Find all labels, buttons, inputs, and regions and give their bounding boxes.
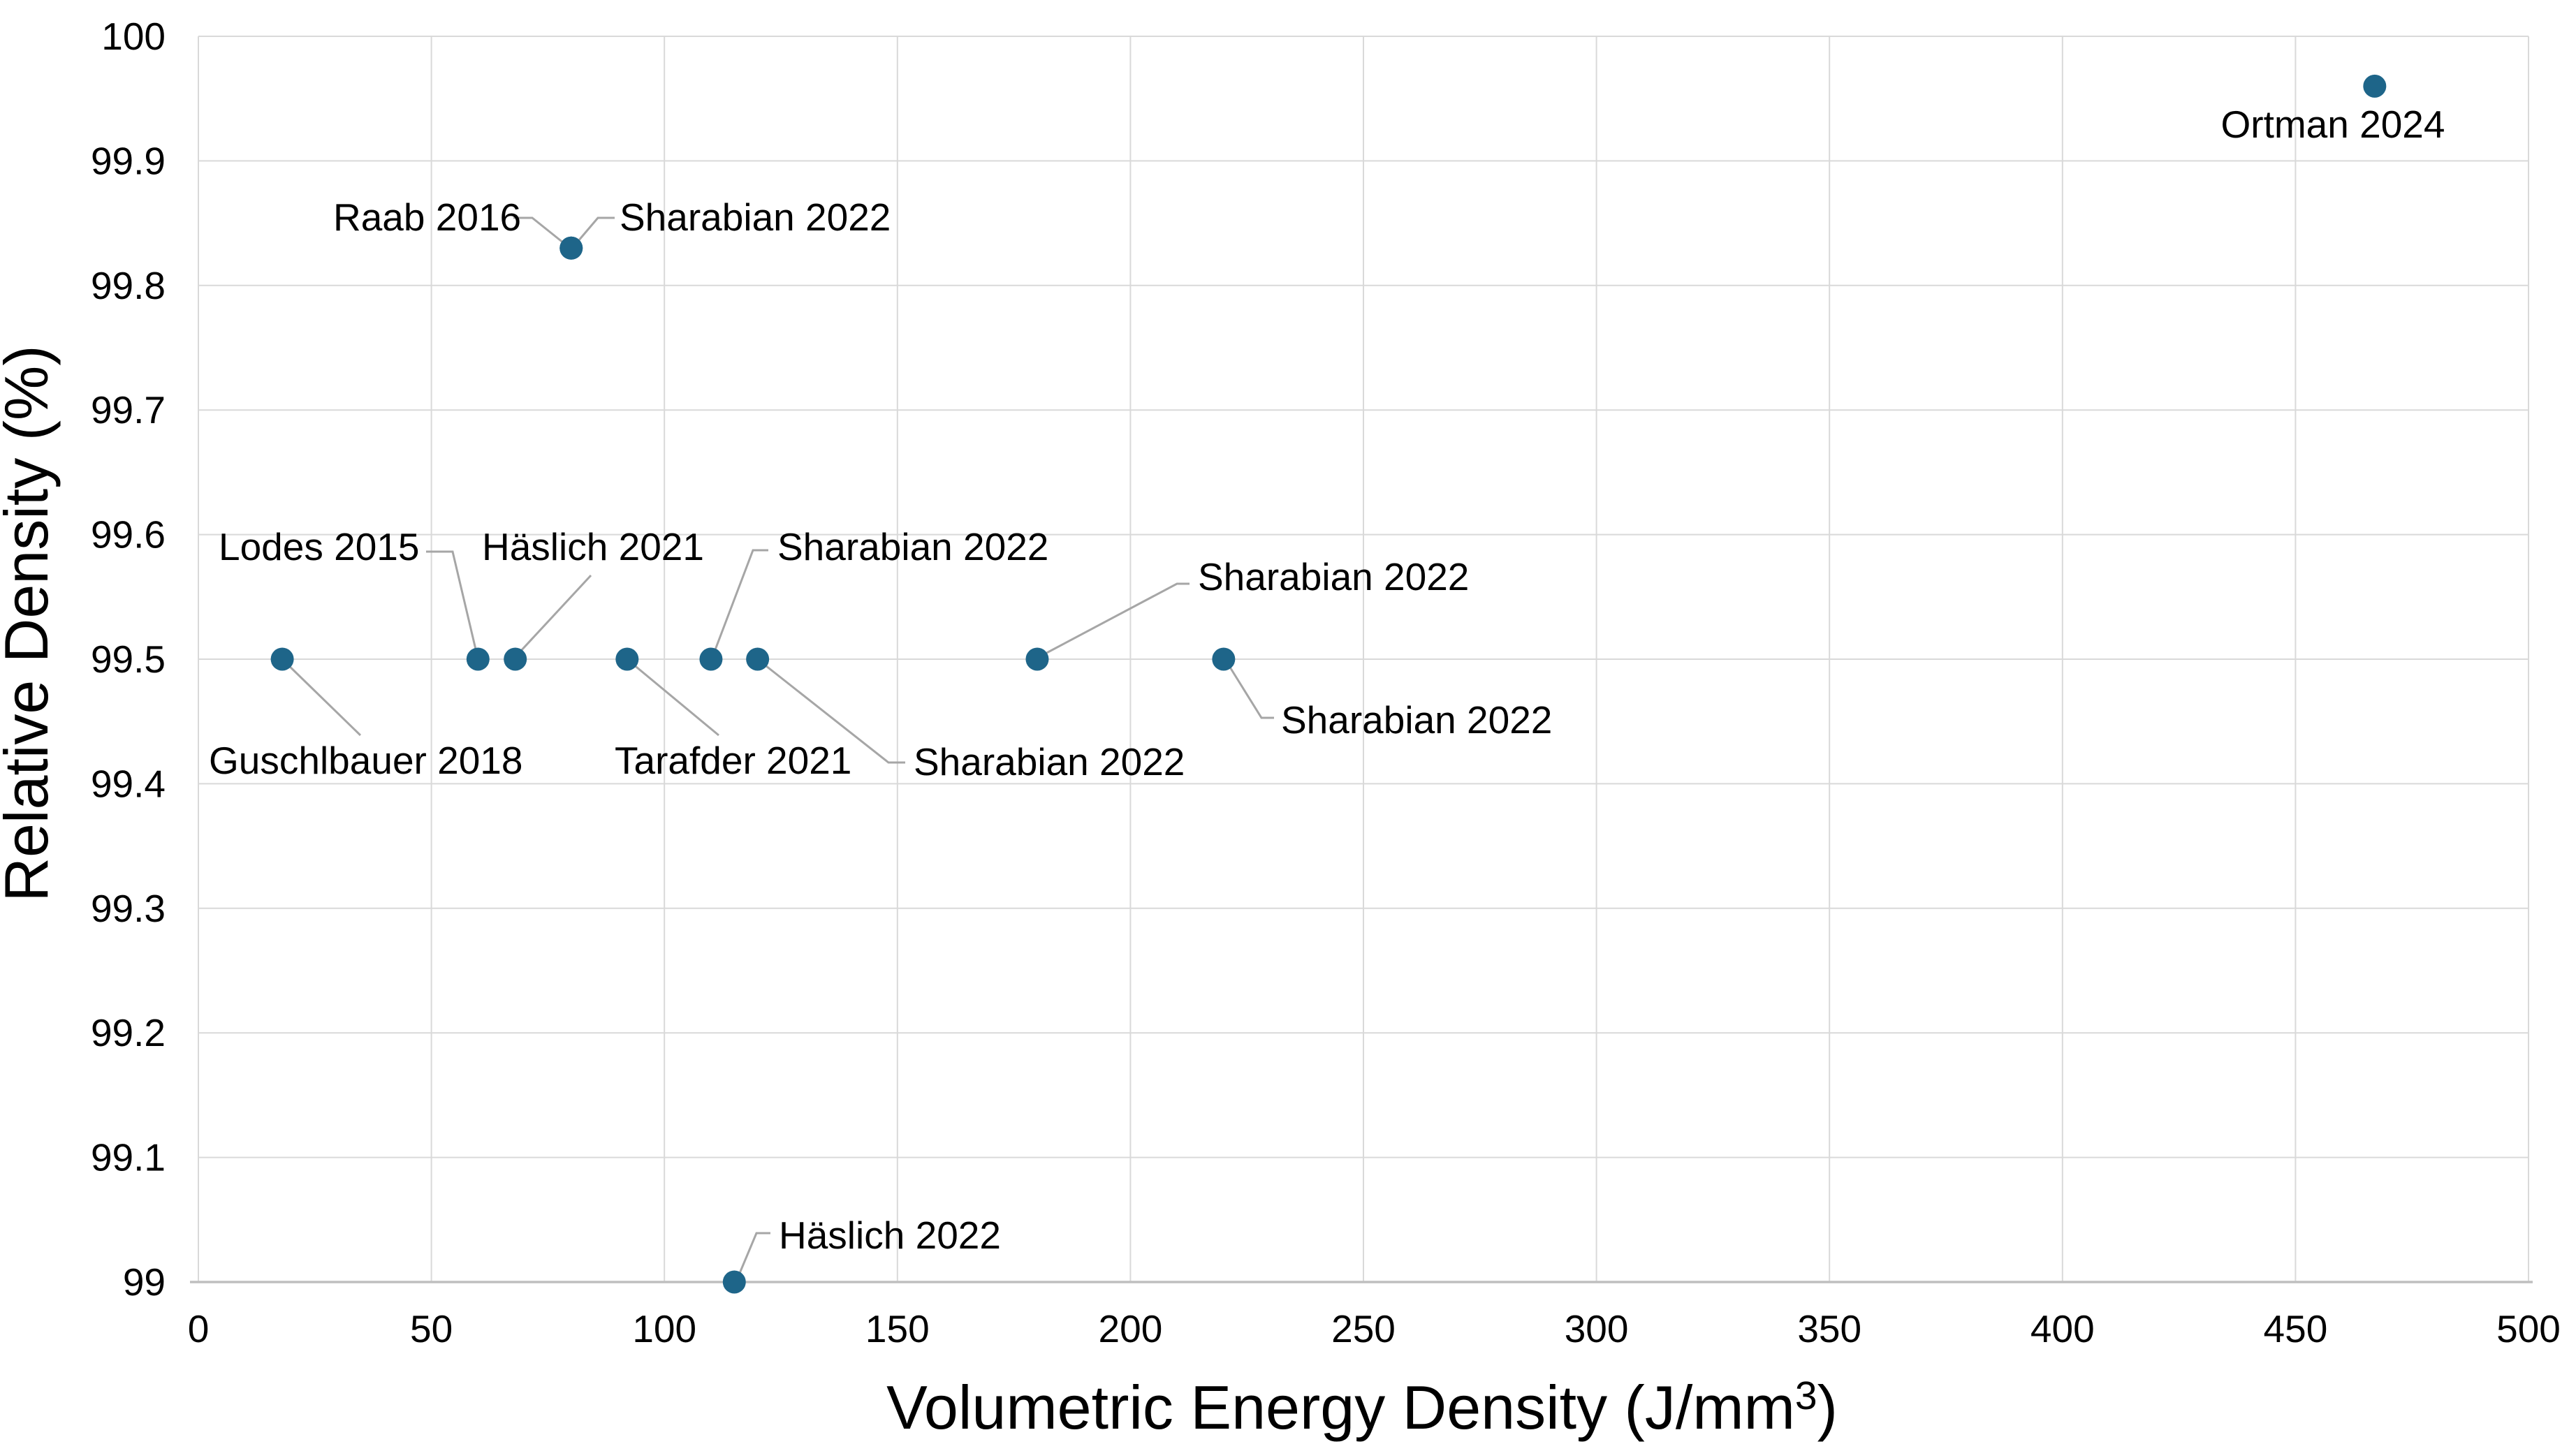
annotation-leader-line <box>713 549 768 652</box>
x-tick-label: 350 <box>1797 1307 1861 1350</box>
x-tick-label: 50 <box>410 1307 453 1350</box>
x-tick-label: 450 <box>2264 1307 2328 1350</box>
annotation-leader-line <box>628 659 719 737</box>
y-tick-label: 99.6 <box>91 513 166 557</box>
y-tick-label: 99.8 <box>91 264 166 307</box>
y-tick-label: 99.1 <box>91 1136 166 1179</box>
point-annotation-label: Lodes 2015 <box>219 525 420 568</box>
data-point <box>1212 647 1236 671</box>
data-point <box>2363 74 2387 98</box>
x-tick-label: 200 <box>1099 1307 1163 1350</box>
data-point <box>615 647 639 671</box>
x-tick-label: 100 <box>632 1307 696 1350</box>
data-point <box>466 647 490 671</box>
point-annotation-label: Tarafder 2021 <box>615 739 851 782</box>
y-tick-label: 99.7 <box>91 388 166 432</box>
annotation-leader-line <box>513 216 568 247</box>
point-annotation-label: Sharabian 2022 <box>1198 555 1469 598</box>
annotations-layer: Raab 2016 Sharabian 2022 Ortman 2024 Lodes … <box>209 103 2445 1257</box>
data-point <box>1025 647 1049 671</box>
data-point <box>746 647 770 671</box>
data-point <box>699 647 723 671</box>
point-annotation-label: Sharabian 2022 <box>914 740 1185 783</box>
x-axis-title: Volumetric Energy Density (J/mm3) <box>886 1373 1838 1442</box>
y-tick-label: 100 <box>101 15 166 58</box>
x-tick-label: 500 <box>2496 1307 2561 1350</box>
point-annotation-label: Guschlbauer 2018 <box>209 739 522 782</box>
point-annotation-label: Ortman 2024 <box>2220 103 2445 146</box>
annotation-leader-line <box>573 216 615 246</box>
annotation-leader-line <box>737 1232 770 1277</box>
y-tick-label: 99.4 <box>91 762 166 805</box>
x-tick-label: 300 <box>1565 1307 1629 1350</box>
y-tick-label: 99.2 <box>91 1011 166 1054</box>
point-annotation-label: Häslich 2021 <box>482 525 704 568</box>
x-tick-label: 250 <box>1331 1307 1396 1350</box>
y-axis-title: Relative Density (%) <box>0 345 61 901</box>
point-annotation-label: Raab 2016 <box>333 196 521 239</box>
leader-lines-layer <box>282 216 1274 1277</box>
point-annotation-label: Sharabian 2022 <box>620 196 891 239</box>
annotation-leader-line <box>759 659 905 764</box>
y-tick-label: 99 <box>123 1260 166 1304</box>
x-tick-label: 400 <box>2030 1307 2095 1350</box>
data-point <box>270 647 294 671</box>
annotation-leader-line <box>1224 660 1274 719</box>
x-tick-label: 150 <box>865 1307 930 1350</box>
annotation-leader-line <box>282 659 362 737</box>
x-tick-label: 0 <box>188 1307 210 1350</box>
y-tick-label: 99.3 <box>91 887 166 930</box>
annotation-leader-line <box>518 574 592 654</box>
point-annotation-label: Sharabian 2022 <box>1281 698 1552 742</box>
annotation-leader-line <box>426 550 478 653</box>
data-points-layer <box>270 74 2387 1294</box>
data-point <box>504 647 527 671</box>
point-annotation-label: Sharabian 2022 <box>777 525 1048 568</box>
data-point <box>559 236 583 260</box>
y-tick-label: 99.5 <box>91 638 166 681</box>
y-tick-label: 99.9 <box>91 139 166 182</box>
gridlines-layer <box>198 36 2529 1283</box>
data-point <box>722 1270 746 1294</box>
axis-titles-layer: Relative Density (%) Volumetric Energy D… <box>0 345 1838 1442</box>
annotation-leader-line <box>1039 582 1190 658</box>
point-annotation-label: Häslich 2022 <box>779 1214 1001 1257</box>
tick-labels-layer: 0 50 100 150 200 250 300 350 400 450 500 100 99.9 99.… <box>91 15 2561 1350</box>
